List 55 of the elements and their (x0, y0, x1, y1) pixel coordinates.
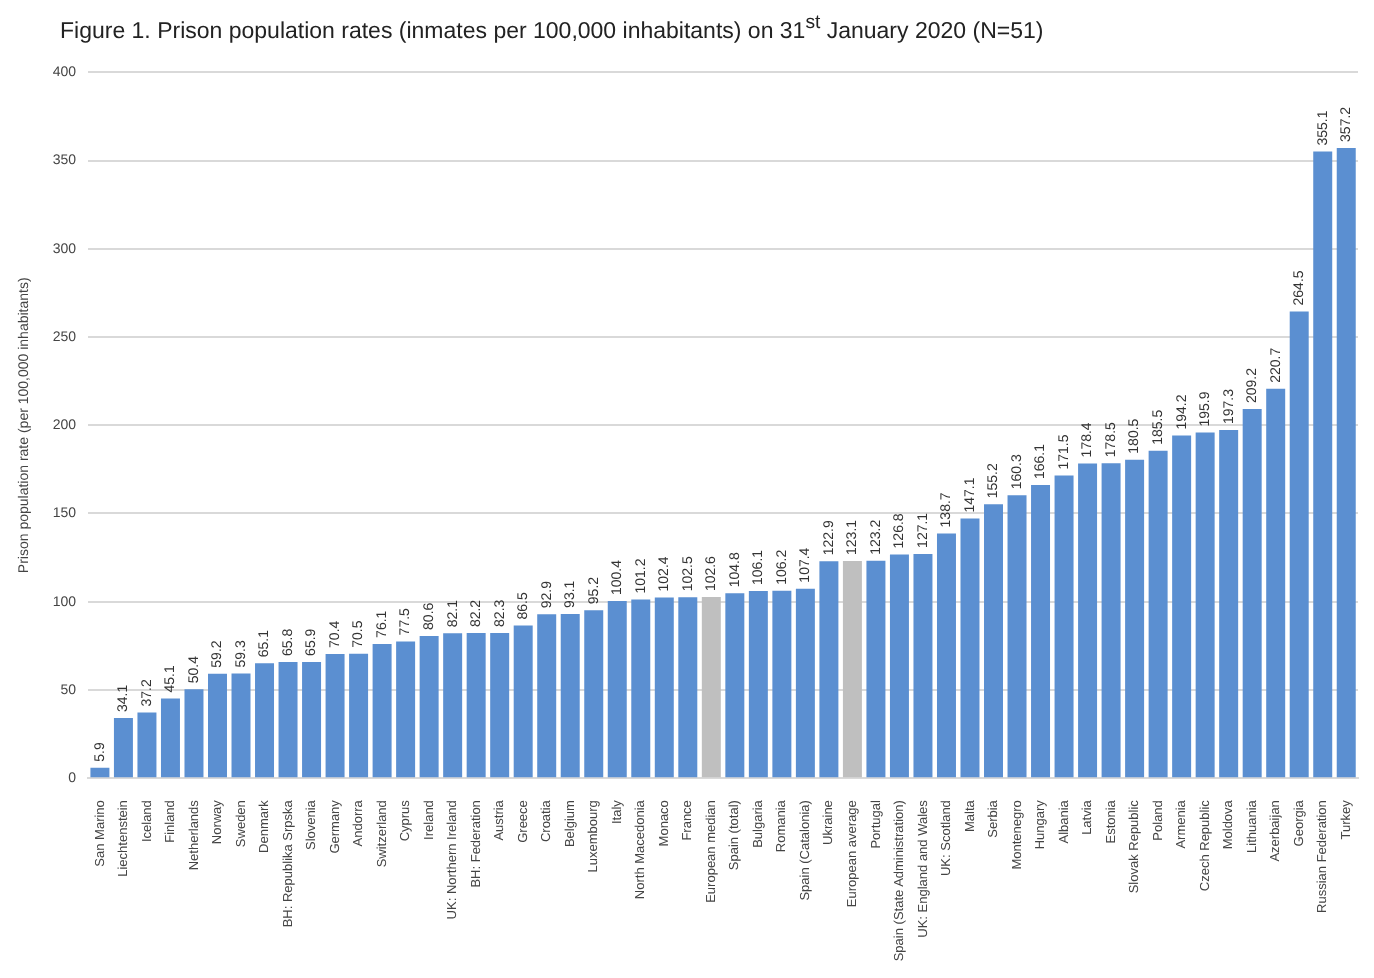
bar (278, 662, 298, 778)
bar (913, 553, 933, 778)
bar (795, 588, 815, 778)
bar (725, 593, 745, 778)
bar (349, 653, 369, 778)
bar (631, 599, 651, 778)
bar (137, 712, 157, 778)
bar (325, 653, 345, 778)
bar (701, 597, 721, 778)
bar (866, 560, 886, 778)
bar (1054, 475, 1074, 778)
bar (984, 504, 1003, 778)
bar (1078, 463, 1098, 778)
bar (160, 698, 180, 778)
bar (678, 597, 698, 778)
bar (1266, 388, 1286, 778)
bar (419, 635, 439, 778)
bar (960, 518, 980, 778)
bar (1101, 463, 1121, 778)
bar (1289, 311, 1309, 778)
bar (113, 717, 133, 778)
bar (184, 689, 204, 778)
bar (1125, 459, 1145, 778)
bar (607, 601, 627, 778)
bar (372, 643, 392, 778)
bar (1313, 151, 1333, 778)
bar (748, 590, 768, 778)
bar (1219, 430, 1239, 778)
bar (231, 673, 251, 778)
bar (1172, 435, 1192, 778)
bar (302, 661, 322, 778)
bar (513, 625, 533, 778)
bar (1195, 432, 1215, 778)
bar (208, 673, 227, 778)
bar (654, 597, 674, 778)
bar (936, 533, 956, 778)
bar (396, 641, 416, 778)
bar (443, 633, 463, 778)
bar (1336, 147, 1356, 778)
bar (1031, 485, 1051, 778)
bar (584, 610, 604, 778)
bar (1148, 450, 1168, 778)
bar (889, 554, 909, 778)
bar (772, 590, 792, 778)
bar (1007, 495, 1027, 778)
bar (90, 767, 110, 778)
bar (466, 633, 486, 778)
bar (819, 561, 839, 778)
bar (560, 613, 580, 778)
bar (255, 663, 275, 778)
chart-title: Figure 1. Prison population rates (inmates per 100,000 inhabitants) on 31$^{st}$ January 2020 (N=51) (60, 12, 1044, 44)
bar (537, 614, 557, 778)
bar (1242, 409, 1262, 778)
bar (490, 632, 510, 778)
bar (842, 560, 862, 778)
